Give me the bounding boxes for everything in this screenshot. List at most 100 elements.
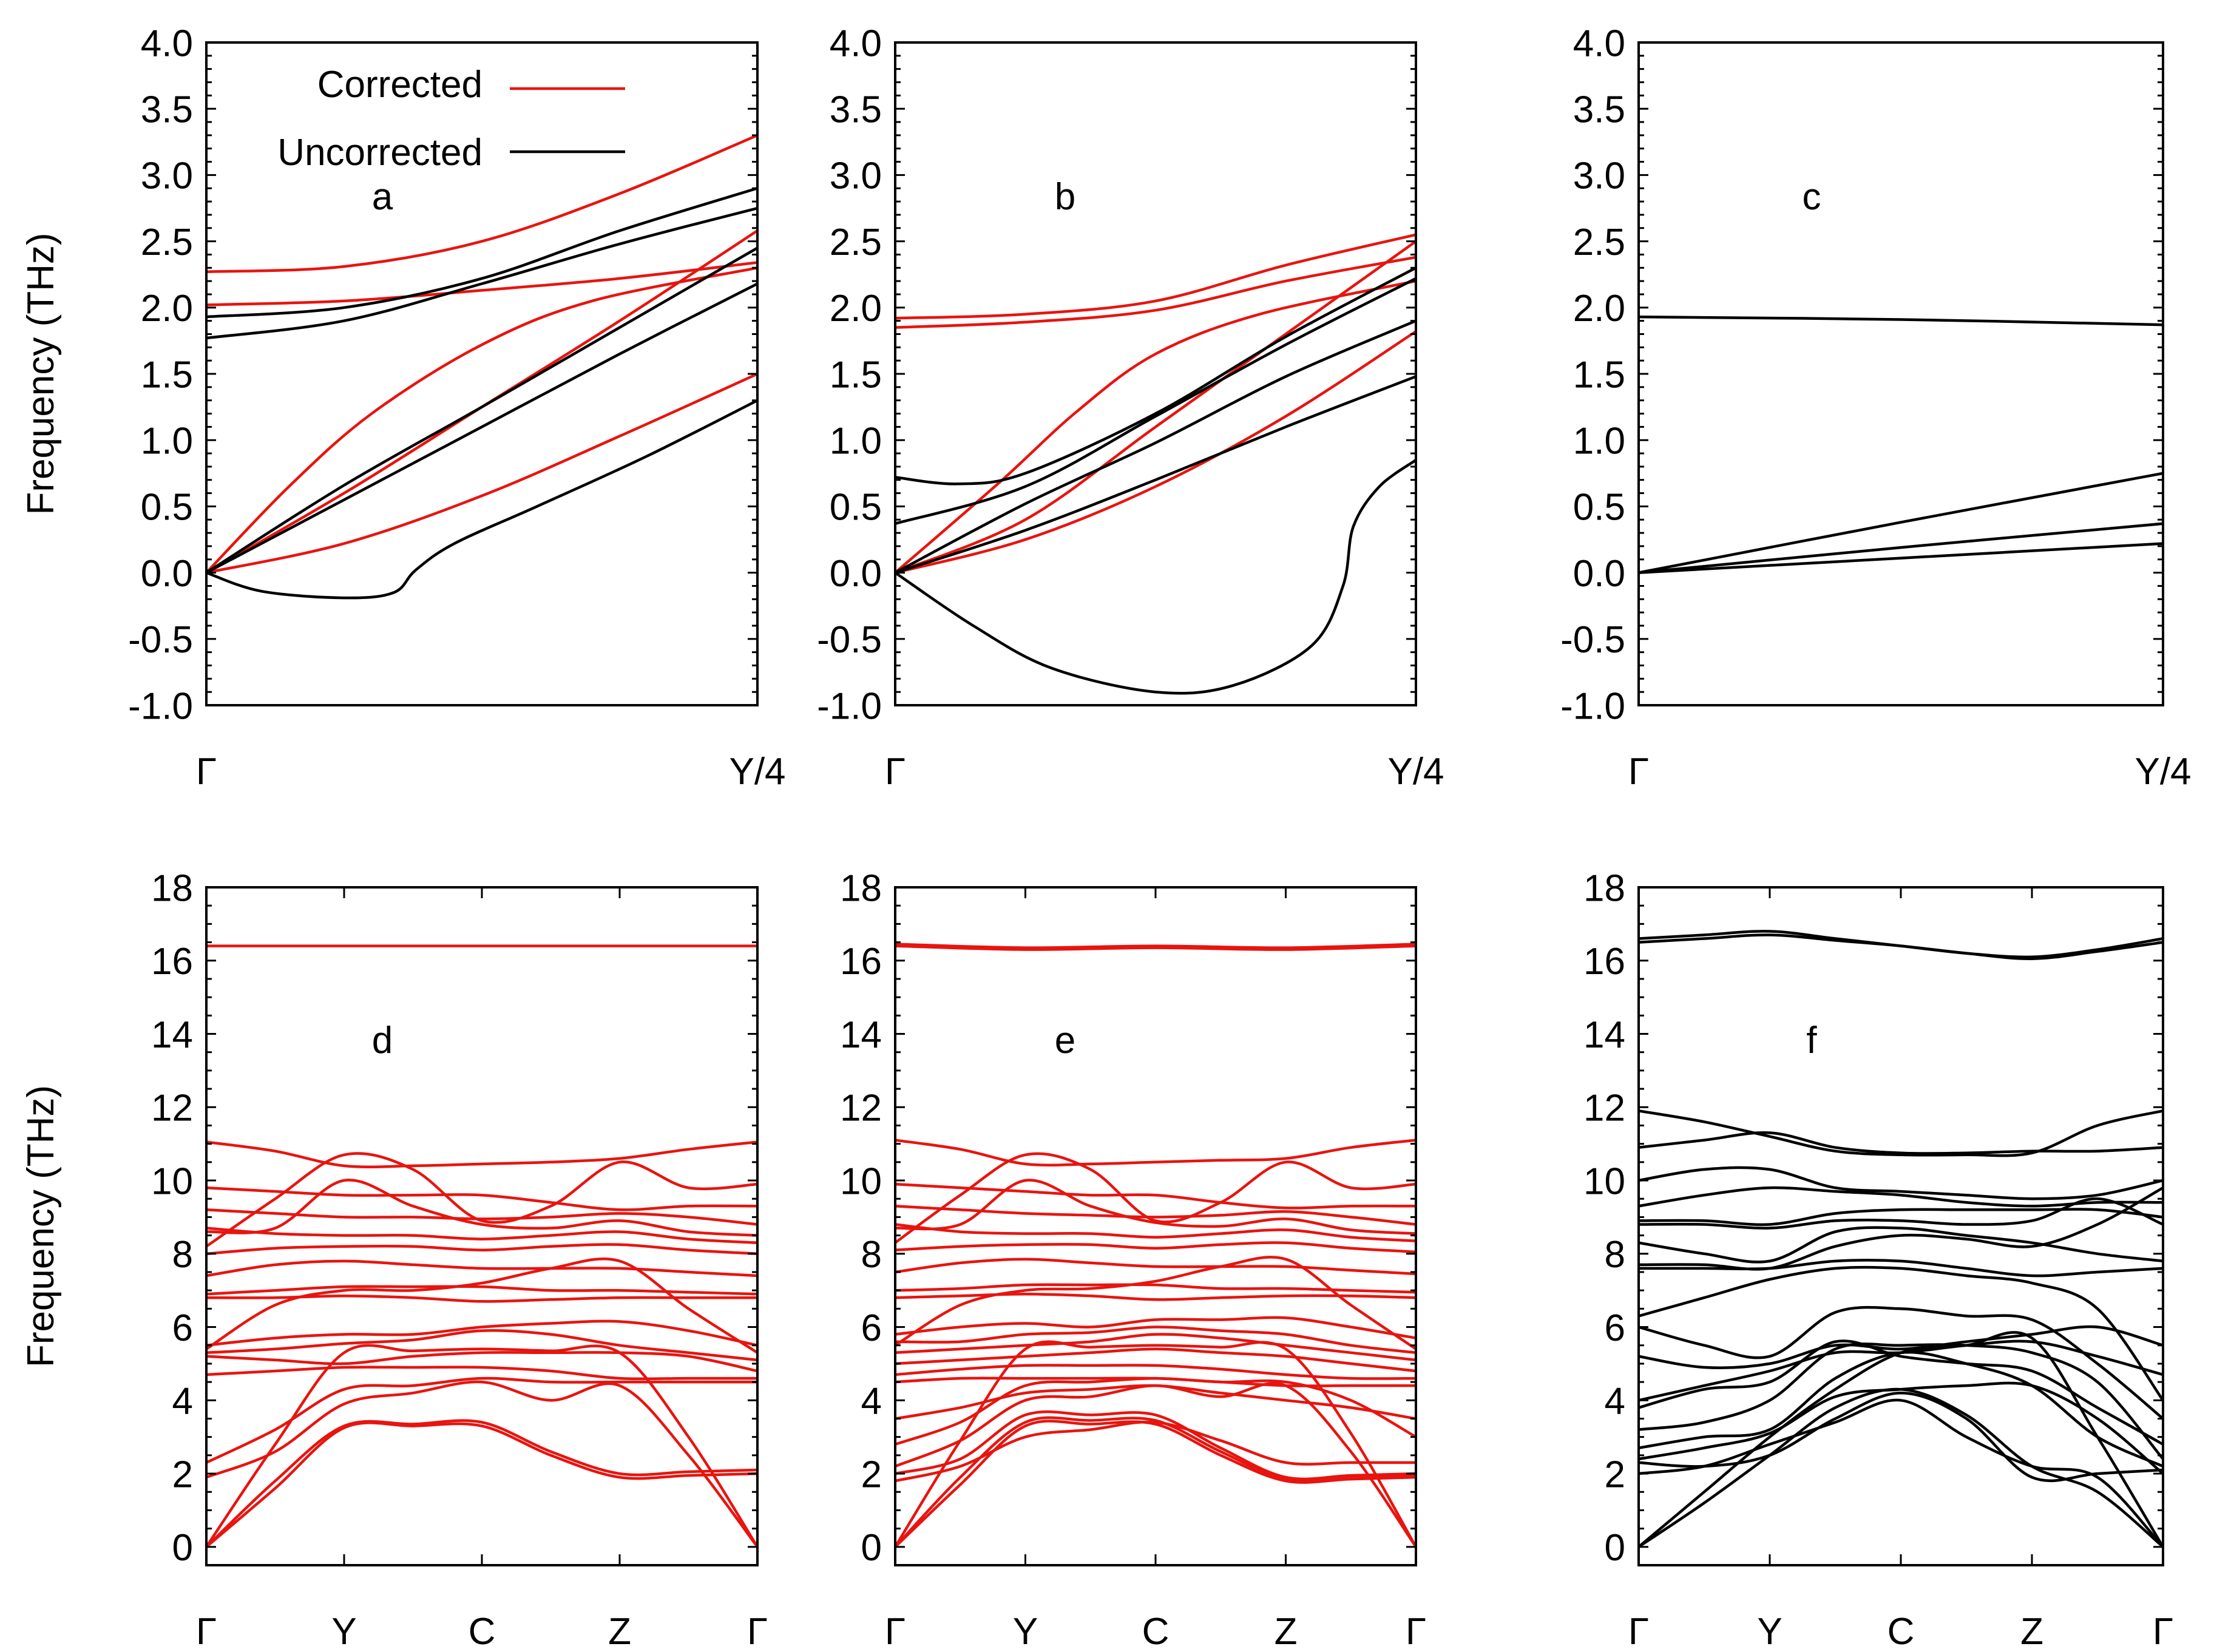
panel-e-series-27 — [895, 1420, 1416, 1483]
panel-c-ytick-label-9: 3.5 — [1573, 89, 1625, 131]
panel-b-frame — [894, 41, 1417, 706]
panel-e-frame — [894, 886, 1417, 1566]
panel-f-series-20 — [1639, 1391, 2163, 1483]
panel-e-series-26 — [895, 1420, 1416, 1549]
panel-b-series-7 — [895, 277, 1416, 526]
panel-f-series-12 — [1639, 1265, 2163, 1402]
panel-e-ytick-label-6: 12 — [840, 1088, 882, 1129]
panel-d-xtick-label-0: Γ — [196, 1611, 217, 1652]
panel-f-ytick-label-9: 18 — [1583, 867, 1625, 909]
panel-f-ytick-label-2: 4 — [1605, 1381, 1625, 1423]
panel-e-series-10 — [895, 1258, 1416, 1276]
panel-c: -1.0 -0.5 0.0 0.5 1.0 1.5 2.0 2.5 3.0 3.5 4.0 Γ Y/4 c — [1560, 22, 2191, 793]
panel-d-series-15 — [206, 1351, 757, 1373]
panel-b-series-10 — [895, 458, 1416, 695]
panel-c-ytick-label-3: 0.5 — [1573, 487, 1625, 529]
panel-a-ytick-label-7: 2.5 — [141, 222, 193, 263]
panel-d-series-6 — [206, 1179, 757, 1237]
panel-d-series-10 — [206, 1285, 757, 1296]
panel-c-ytick-label-5: 1.5 — [1573, 354, 1625, 396]
panel-b-series-2 — [895, 256, 1416, 329]
panel-d-ytick-label-3: 6 — [172, 1307, 193, 1349]
panel-f-series-23 — [1639, 1387, 2163, 1549]
panel-e-series-5 — [895, 1182, 1416, 1210]
panel-f-xtick-label-2: C — [1887, 1611, 1915, 1652]
panel-a-series-9 — [206, 282, 757, 574]
panel-f-series-3 — [1639, 1109, 2163, 1157]
panel-f-series-21 — [1639, 1398, 2163, 1549]
panel-c-frame — [1637, 41, 2164, 706]
panel-c-ytick-label-2: 0.0 — [1573, 553, 1625, 595]
panel-f-ytick-label-6: 12 — [1583, 1088, 1625, 1129]
panel-f-series-13 — [1639, 1305, 2163, 1420]
panel-d-ytick-label-6: 12 — [151, 1088, 193, 1129]
legend-uncorrected-label: Uncorrected — [277, 132, 482, 174]
panel-e-xtick-label-1: Y — [1013, 1611, 1038, 1652]
panel-f-ytick-label-1: 2 — [1605, 1454, 1625, 1495]
panel-b-curves — [895, 233, 1416, 695]
panel-d-series-3 — [206, 1152, 757, 1248]
panel-d-series-9 — [206, 1259, 757, 1278]
panel-b-letter: b — [1055, 176, 1075, 218]
panel-f-series-4 — [1639, 1131, 2163, 1155]
panel-d-series-7 — [206, 1227, 757, 1244]
panel-e-xtick-label-0: Γ — [885, 1611, 906, 1652]
legend-corrected-label: Corrected — [317, 64, 482, 106]
panel-e-series-13 — [895, 1256, 1416, 1351]
panel-e-ytick-label-7: 14 — [840, 1014, 882, 1056]
panel-e-ytick-label-9: 18 — [840, 867, 882, 909]
panel-f-series-2 — [1639, 933, 2163, 960]
panel-a-series-7 — [206, 206, 757, 340]
panel-e: 0 2 4 6 8 10 12 14 16 18 Γ Y C Z Γe — [840, 867, 1426, 1652]
panel-f-xtick-label-1: Y — [1757, 1611, 1782, 1652]
panel-b-xtick-label-1: Y/4 — [1387, 751, 1444, 793]
panel-e-series-9 — [895, 1241, 1416, 1254]
panel-a-ytick-label-5: 1.5 — [141, 354, 193, 396]
panel-b-ytick-label-10: 4.0 — [830, 22, 882, 64]
panel-d-xtick-label-1: Y — [331, 1611, 356, 1652]
panel-e-series-3 — [895, 1139, 1416, 1167]
panel-b-series-3 — [895, 279, 1416, 574]
panel-e-series-24 — [895, 1410, 1416, 1481]
panel-d-series-17 — [206, 1376, 757, 1464]
panel-d-series-21 — [206, 1421, 757, 1549]
panel-f-xtick-label-3: Z — [2020, 1611, 2043, 1652]
panel-f-xtick-label-0: Γ — [1628, 1611, 1649, 1652]
panel-d-ytick-label-0: 0 — [172, 1527, 193, 1569]
panel-f-series-5 — [1639, 1166, 2163, 1200]
panel-f-series-7 — [1639, 1208, 2163, 1227]
panel-b-ytick-label-0: -1.0 — [817, 685, 882, 727]
panel-f-ytick-label-8: 16 — [1583, 941, 1625, 983]
panel-d-frame — [205, 886, 759, 1566]
panel-d-ytick-label-9: 18 — [151, 867, 193, 909]
panel-f-ytick-label-4: 8 — [1605, 1234, 1625, 1276]
panel-e-series-16 — [895, 1333, 1416, 1362]
panel-d-ytick-label-1: 2 — [172, 1454, 193, 1495]
panel-f-ytick-label-0: 0 — [1605, 1527, 1625, 1569]
panel-e-xtick-label-4: Γ — [1406, 1611, 1426, 1652]
panel-e-series-14 — [895, 1316, 1416, 1339]
panel-a-series-1 — [206, 134, 757, 274]
panel-c-xtick-label-1: Y/4 — [2134, 751, 2191, 793]
panel-a-ytick-label-4: 1.0 — [141, 421, 193, 462]
panel-e-series-18 — [895, 1364, 1416, 1380]
panel-e-series-2 — [895, 944, 1416, 951]
panel-f: 0 2 4 6 8 10 12 14 16 18 Γ Y C Z Γf — [1583, 867, 2173, 1652]
panel-d-ytick-label-5: 10 — [151, 1160, 193, 1202]
panel-b-series-6 — [895, 266, 1416, 486]
panel-d-series-8 — [206, 1243, 757, 1256]
panel-d-curves — [206, 944, 757, 1549]
panel-e-series-25 — [895, 1416, 1416, 1549]
panel-d-ytick-label-7: 14 — [151, 1014, 193, 1056]
panel-d-ytick-label-2: 4 — [172, 1381, 193, 1423]
panel-b-ytick-label-1: -0.5 — [817, 619, 882, 661]
panel-f-series-8 — [1639, 1197, 2163, 1230]
panel-f-ytick-label-5: 10 — [1583, 1160, 1625, 1202]
panel-f-letter: f — [1806, 1020, 1817, 1061]
panel-b-ytick-label-7: 2.5 — [830, 222, 882, 263]
panel-d-xtick-label-3: Z — [608, 1611, 631, 1652]
panel-d-ytick-label-8: 16 — [151, 941, 193, 983]
panel-d-ytick-label-4: 8 — [172, 1234, 193, 1276]
panel-a-ytick-label-1: -0.5 — [128, 619, 193, 661]
